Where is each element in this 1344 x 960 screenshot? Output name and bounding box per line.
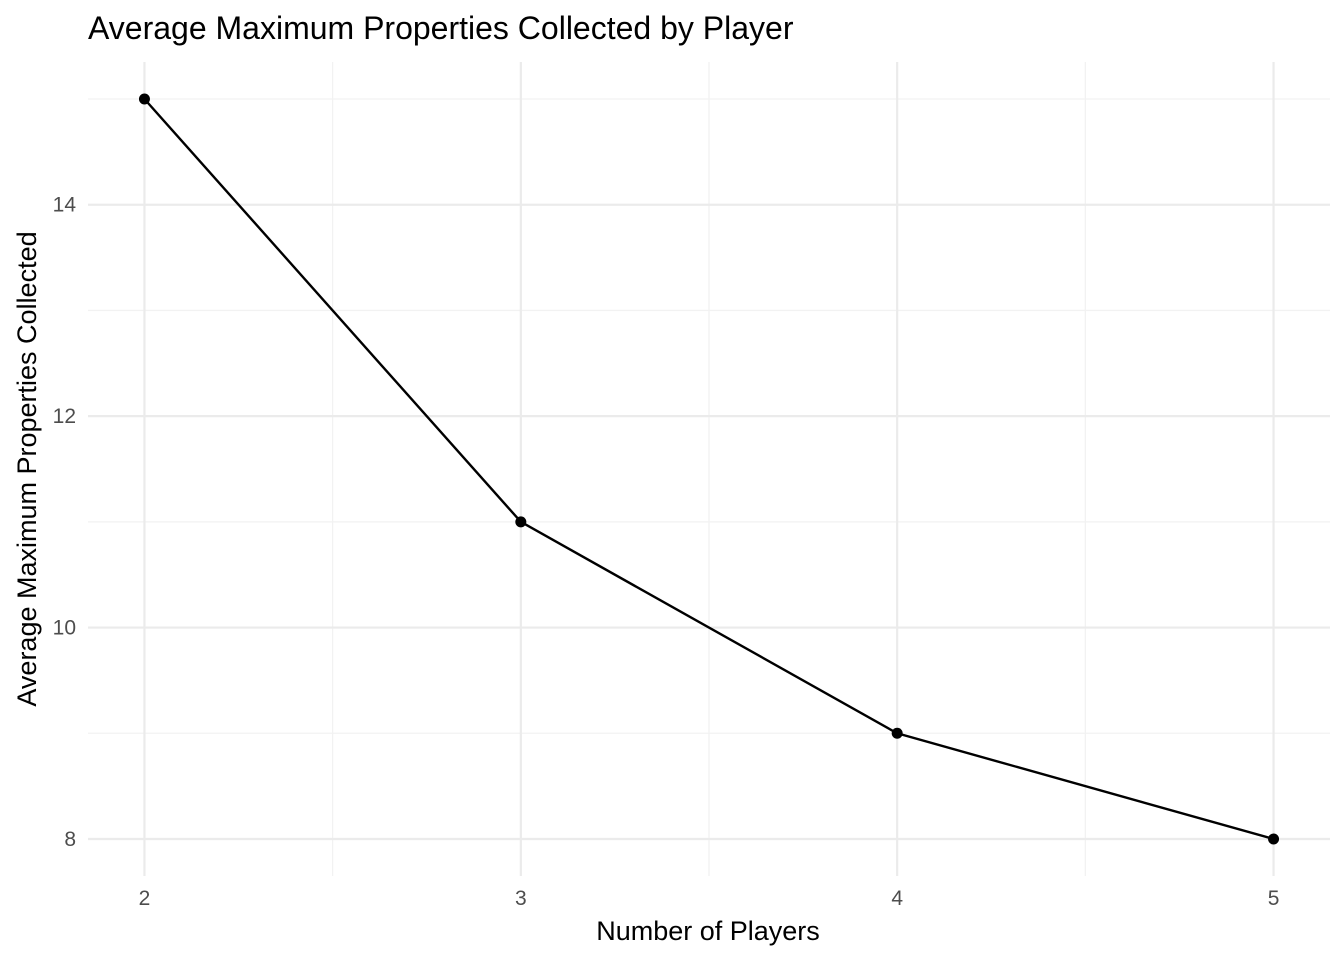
x-axis-title: Number of Players — [596, 916, 820, 946]
data-point — [138, 93, 150, 105]
y-axis-title: Average Maximum Properties Collected — [12, 231, 42, 706]
x-tick-label: 2 — [139, 887, 151, 910]
data-point — [891, 727, 903, 739]
data-series — [138, 93, 1280, 845]
data-point — [515, 516, 527, 528]
series-line — [143, 98, 1274, 841]
minor-gridlines — [88, 62, 1330, 876]
x-tick-label: 3 — [515, 887, 527, 910]
y-tick-label: 8 — [64, 828, 76, 851]
x-tick-labels: 2 3 4 5 — [139, 887, 1280, 910]
y-tick-label: 12 — [53, 405, 76, 428]
y-tick-label: 10 — [53, 617, 76, 640]
y-tick-label: 14 — [53, 194, 77, 217]
x-tick-label: 4 — [891, 887, 903, 910]
x-tick-label: 5 — [1268, 887, 1280, 910]
chart-title: Average Maximum Properties Collected by … — [88, 10, 794, 46]
data-point — [1268, 833, 1280, 845]
y-tick-labels: 8 10 12 14 — [53, 194, 77, 851]
